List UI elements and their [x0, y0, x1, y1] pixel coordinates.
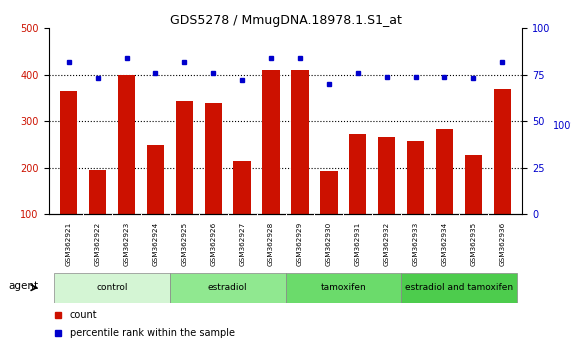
Text: GSM362925: GSM362925 — [182, 221, 187, 266]
Bar — [263, 70, 280, 214]
Text: GSM362929: GSM362929 — [297, 221, 303, 266]
Text: GSM362922: GSM362922 — [95, 221, 100, 266]
Text: GSM362921: GSM362921 — [66, 221, 72, 266]
Text: count: count — [70, 309, 98, 320]
Y-axis label: 100%: 100% — [553, 121, 571, 131]
Text: GSM362931: GSM362931 — [355, 221, 361, 266]
Bar — [89, 170, 106, 214]
Text: estradiol and tamoxifen: estradiol and tamoxifen — [405, 283, 513, 292]
Bar — [320, 171, 337, 214]
Text: GSM362926: GSM362926 — [210, 221, 216, 266]
Text: GSM362930: GSM362930 — [326, 221, 332, 266]
Bar — [170, 273, 286, 303]
Text: GSM362928: GSM362928 — [268, 221, 274, 266]
Bar — [401, 273, 517, 303]
Text: GSM362935: GSM362935 — [471, 221, 476, 266]
Text: GSM362923: GSM362923 — [123, 221, 130, 266]
Bar — [436, 129, 453, 214]
Bar — [54, 273, 170, 303]
Title: GDS5278 / MmugDNA.18978.1.S1_at: GDS5278 / MmugDNA.18978.1.S1_at — [170, 14, 401, 27]
Bar — [176, 101, 193, 214]
Bar — [407, 141, 424, 214]
Text: agent: agent — [9, 281, 39, 291]
Bar — [349, 134, 367, 214]
Bar — [147, 145, 164, 214]
Text: GSM362934: GSM362934 — [441, 221, 448, 266]
Bar — [378, 137, 395, 214]
Bar — [60, 91, 78, 214]
Bar — [286, 273, 401, 303]
Bar — [234, 161, 251, 214]
Text: control: control — [96, 283, 128, 292]
Bar — [204, 103, 222, 214]
Bar — [465, 155, 482, 214]
Bar — [118, 75, 135, 214]
Bar — [291, 70, 308, 214]
Text: GSM362924: GSM362924 — [152, 221, 159, 266]
Text: GSM362927: GSM362927 — [239, 221, 245, 266]
Bar — [493, 89, 511, 214]
Text: estradiol: estradiol — [208, 283, 247, 292]
Text: GSM362936: GSM362936 — [499, 221, 505, 266]
Text: percentile rank within the sample: percentile rank within the sample — [70, 328, 235, 338]
Text: GSM362933: GSM362933 — [412, 221, 419, 266]
Text: GSM362932: GSM362932 — [384, 221, 389, 266]
Text: tamoxifen: tamoxifen — [320, 283, 366, 292]
